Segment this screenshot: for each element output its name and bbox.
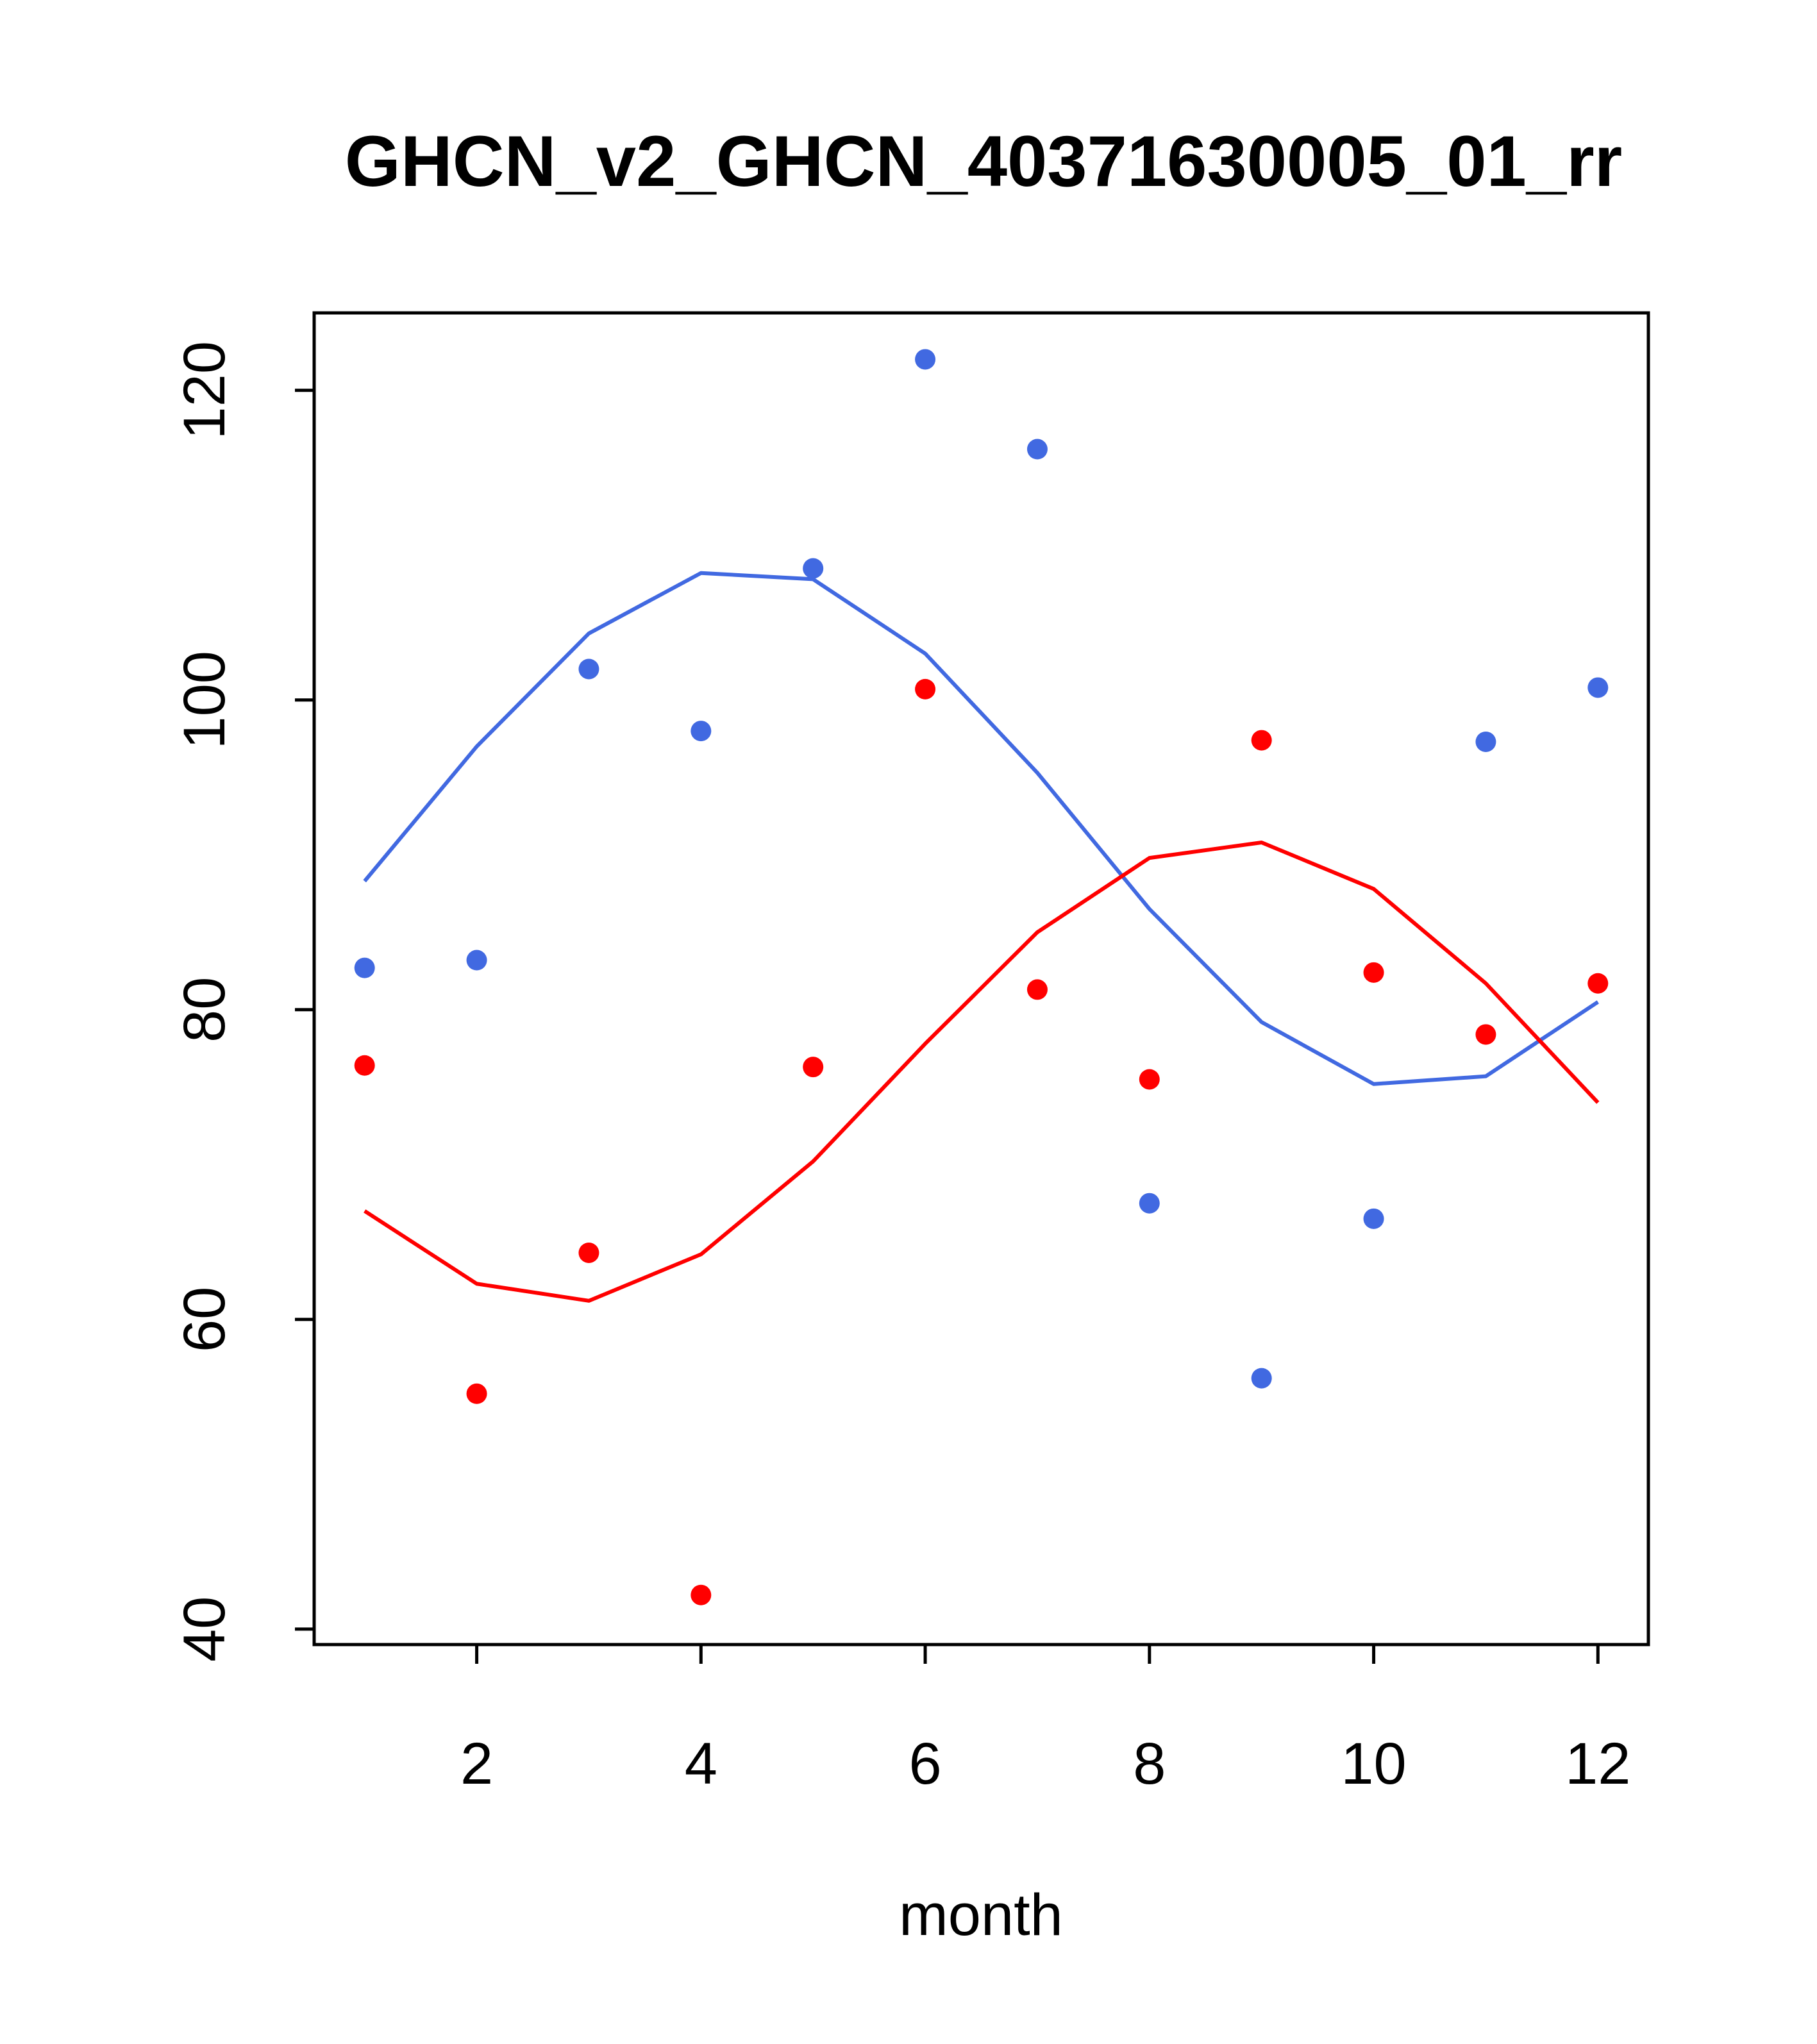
data-point-1 xyxy=(354,1055,375,1076)
series-line-2 xyxy=(363,571,1599,1086)
data-point-1 xyxy=(1251,730,1272,751)
data-point-1 xyxy=(1587,973,1609,994)
data-point-1 xyxy=(1026,979,1048,1000)
y-tick-label: 80 xyxy=(172,977,237,1043)
data-point-0 xyxy=(1363,1208,1384,1229)
data-point-1 xyxy=(1363,962,1384,983)
x-tick-label: 2 xyxy=(460,1731,493,1797)
data-point-0 xyxy=(578,658,599,680)
data-point-0 xyxy=(803,558,824,579)
x-tick-label: 10 xyxy=(1341,1731,1406,1797)
data-point-1 xyxy=(466,1383,487,1404)
y-tick-label: 40 xyxy=(172,1596,237,1662)
data-point-0 xyxy=(354,957,375,978)
plot-area xyxy=(354,349,1609,1605)
data-point-0 xyxy=(1026,439,1048,460)
data-point-1 xyxy=(691,1584,712,1605)
y-tick-label: 100 xyxy=(172,651,237,750)
chart-title: GHCN_v2_GHCN_40371630005_01_rr xyxy=(345,121,1622,201)
series-line-3 xyxy=(364,840,1600,1303)
data-point-1 xyxy=(1139,1069,1160,1090)
data-point-0 xyxy=(1251,1368,1272,1389)
x-axis-label: month xyxy=(899,1882,1063,1948)
x-tick-label: 6 xyxy=(908,1731,941,1797)
data-point-1 xyxy=(1475,1024,1496,1045)
x-tick-label: 4 xyxy=(685,1731,717,1797)
y-axis: 40 60 80 100 120 xyxy=(172,341,316,1662)
x-tick-label: 8 xyxy=(1133,1731,1166,1797)
data-point-1 xyxy=(915,678,936,699)
data-point-0 xyxy=(466,950,487,971)
data-point-0 xyxy=(1475,731,1496,752)
y-tick-label: 120 xyxy=(172,341,237,440)
data-point-0 xyxy=(691,721,712,742)
x-axis: 2 4 6 8 10 12 xyxy=(460,1643,1630,1797)
data-point-0 xyxy=(915,349,936,370)
data-point-0 xyxy=(1139,1193,1160,1214)
y-tick-label: 60 xyxy=(172,1287,237,1352)
data-point-1 xyxy=(803,1057,824,1078)
x-tick-label: 12 xyxy=(1565,1731,1630,1797)
data-point-1 xyxy=(578,1242,599,1263)
plot-frame xyxy=(312,311,1650,1646)
data-point-0 xyxy=(1587,677,1609,698)
